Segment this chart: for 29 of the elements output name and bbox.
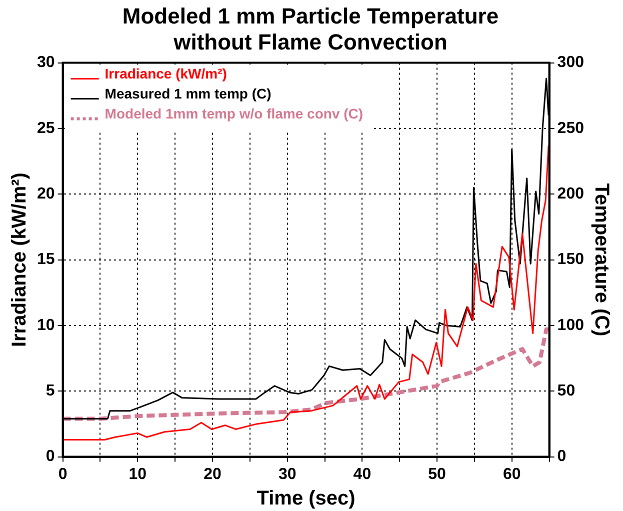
y2-tick-label: 250 [557,120,584,137]
y2-tick-label: 50 [557,382,576,400]
y-tick-label: 30 [37,54,55,72]
x-tick-label: 40 [353,466,372,483]
x-tick-label: 50 [428,466,446,483]
y-tick-label: 25 [37,120,55,137]
y2-tick-label: 0 [557,448,566,466]
legend-label: Irradiance (kW/m²) [104,66,227,82]
y2-tick-label: 200 [557,186,584,203]
legend-label: Modeled 1mm temp w/o flame conv (C) [104,106,364,122]
y-tick-label: 0 [46,448,55,466]
y-tick-label: 20 [37,186,55,203]
y-axis-title: Irradiance (kW/m²) [8,172,31,348]
y2-tick-label: 100 [557,316,584,334]
y-tick-label: 10 [37,316,55,334]
y2-tick-label: 300 [557,54,584,72]
x-tick-label: 60 [502,466,521,483]
y2-axis-title: Temperature (C) [590,183,612,336]
x-tick-label: 10 [128,466,147,483]
y-tick-label: 15 [37,251,55,268]
x-tick-label: 20 [204,466,222,483]
y-tick-label: 5 [46,382,55,400]
x-axis-title: Time (sec) [256,488,356,510]
y2-tick-label: 150 [557,251,584,268]
x-tick-label: 30 [278,466,296,483]
line-series [62,327,550,421]
legend-label: Measured 1 mm temp (C) [104,86,272,102]
chart-title: Modeled 1 mm Particle Temperature without Flame Convection [122,3,499,55]
x-tick-label: 0 [58,466,68,483]
